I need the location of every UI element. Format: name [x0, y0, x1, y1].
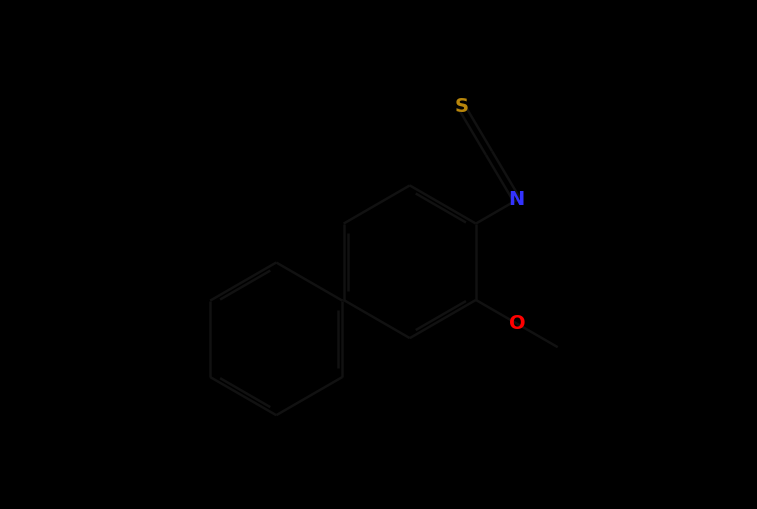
Text: O: O	[509, 314, 525, 333]
Text: S: S	[454, 97, 468, 116]
Text: N: N	[509, 190, 525, 210]
